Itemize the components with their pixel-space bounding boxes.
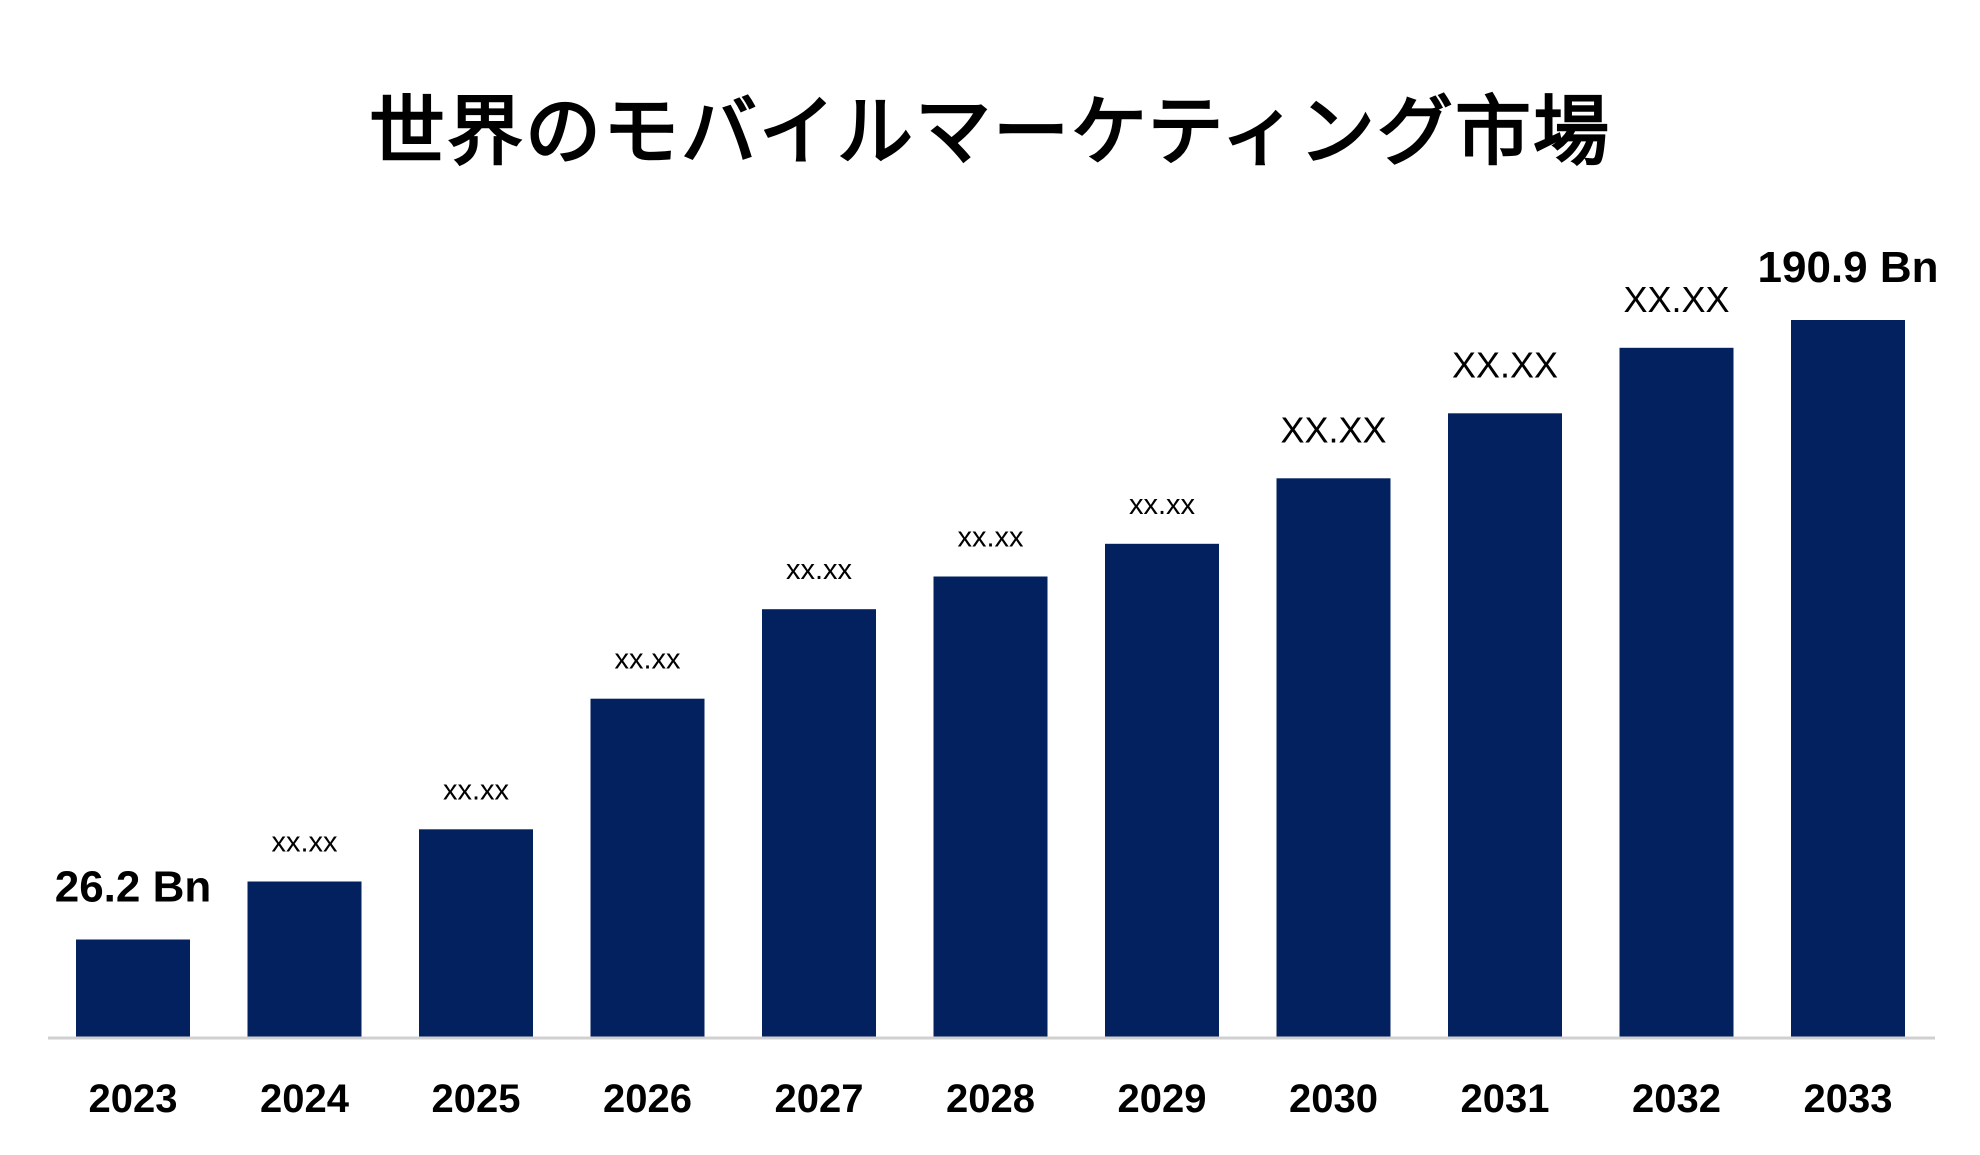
data-label-2030: XX.XX bbox=[1280, 409, 1386, 450]
data-label-2026: xx.xx bbox=[614, 644, 681, 676]
x-tick-2031: 2031 bbox=[1461, 1077, 1550, 1121]
data-label-2032: XX.XX bbox=[1623, 279, 1729, 320]
x-tick-2033: 2033 bbox=[1804, 1077, 1893, 1121]
bar-2024 bbox=[247, 881, 362, 1038]
bar-2029 bbox=[1105, 543, 1219, 1038]
bar-2025 bbox=[419, 829, 533, 1038]
x-tick-2028: 2028 bbox=[946, 1077, 1035, 1121]
data-label-2033: 190.9 Bn bbox=[1758, 243, 1939, 292]
bar-2023 bbox=[76, 939, 190, 1038]
bar-2027 bbox=[762, 609, 876, 1038]
x-tick-2025: 2025 bbox=[432, 1077, 521, 1121]
bar-2032 bbox=[1619, 347, 1734, 1038]
data-label-2024: xx.xx bbox=[271, 827, 338, 859]
bar-2030 bbox=[1276, 478, 1391, 1038]
bar-2028 bbox=[933, 576, 1048, 1038]
bar-2026 bbox=[590, 698, 705, 1038]
x-tick-2032: 2032 bbox=[1632, 1077, 1721, 1121]
x-tick-2027: 2027 bbox=[775, 1077, 864, 1121]
data-labels-layer: 26.2 Bn xx.xx xx.xx xx.xx xx.xx xx.xx xx.xx XX.… bbox=[55, 243, 1939, 912]
bars-layer bbox=[76, 320, 1905, 1038]
x-tick-2029: 2029 bbox=[1118, 1077, 1207, 1121]
x-tick-2023: 2023 bbox=[89, 1077, 178, 1121]
x-tick-2030: 2030 bbox=[1289, 1077, 1378, 1121]
data-label-2023: 26.2 Bn bbox=[55, 863, 212, 912]
bar-2031 bbox=[1448, 413, 1562, 1038]
x-tick-labels-layer: 2023 2024 2025 2026 2027 2028 2029 2030 2031 2032… bbox=[89, 1077, 1893, 1121]
chart-title: 世界のモバイルマーケティング市場 bbox=[369, 87, 1611, 176]
data-label-2025: xx.xx bbox=[443, 774, 510, 806]
data-label-2029: xx.xx bbox=[1129, 489, 1196, 521]
data-label-2031: XX.XX bbox=[1452, 344, 1558, 385]
bar-2033 bbox=[1791, 320, 1905, 1038]
data-label-2028: xx.xx bbox=[957, 522, 1024, 554]
x-tick-2026: 2026 bbox=[603, 1077, 692, 1121]
x-tick-2024: 2024 bbox=[260, 1077, 350, 1121]
data-label-2027: xx.xx bbox=[786, 554, 853, 586]
